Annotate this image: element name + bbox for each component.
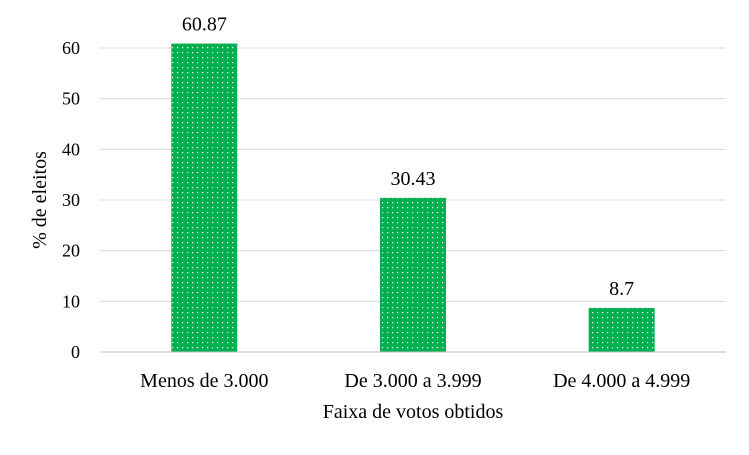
x-axis-title: Faixa de votos obtidos — [323, 401, 504, 423]
y-tick-label: 30 — [62, 190, 80, 210]
data-label: 8.7 — [609, 278, 634, 300]
y-axis-ticks: 0 10 20 30 40 50 60 — [62, 38, 80, 362]
bar — [588, 307, 655, 352]
data-labels: 60.87 30.43 8.7 — [182, 14, 634, 300]
data-label: 60.87 — [182, 14, 227, 36]
bar — [171, 43, 238, 352]
y-tick-label: 40 — [62, 139, 80, 159]
x-category-label: De 3.000 a 3.999 — [344, 370, 481, 392]
x-category-label: De 4.000 a 4.999 — [553, 370, 690, 392]
bar — [380, 197, 446, 352]
y-tick-label: 0 — [71, 342, 80, 362]
x-category-label: Menos de 3.000 — [140, 370, 268, 392]
y-tick-label: 60 — [62, 38, 80, 58]
bars — [171, 43, 655, 352]
y-tick-label: 20 — [62, 241, 80, 261]
x-axis-categories: Menos de 3.000 De 3.000 a 3.999 De 4.000 a… — [140, 370, 690, 392]
data-label: 30.43 — [391, 168, 436, 190]
y-axis-title: % de eleitos — [29, 151, 51, 249]
y-tick-label: 10 — [62, 291, 80, 311]
y-tick-label: 50 — [62, 89, 80, 109]
